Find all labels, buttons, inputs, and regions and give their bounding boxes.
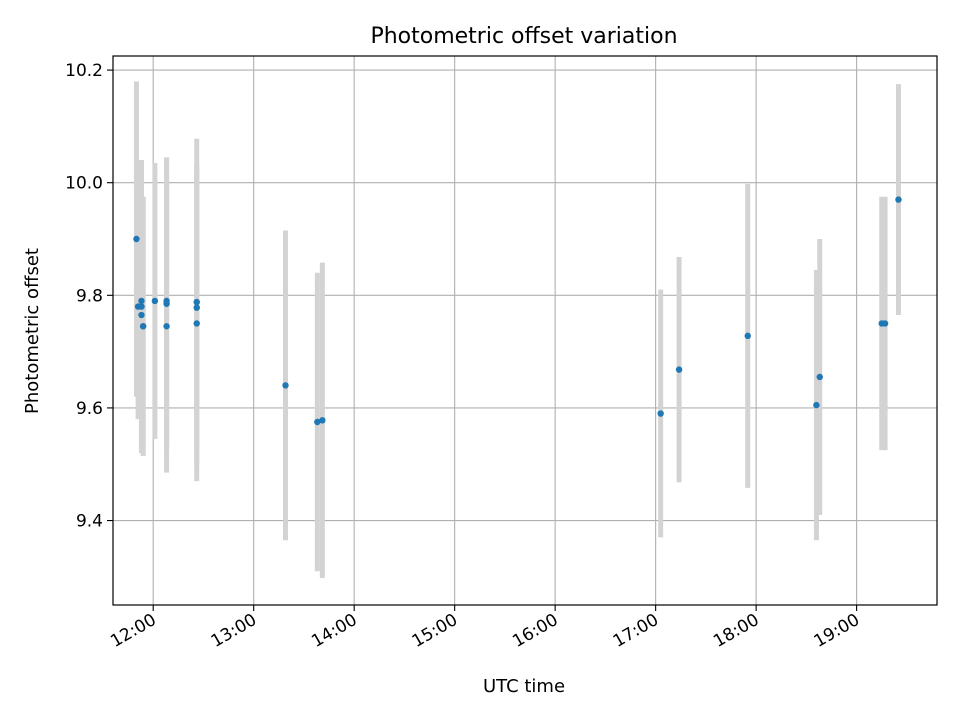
- data-point: [193, 304, 200, 311]
- y-tick-label: 9.6: [76, 399, 103, 419]
- data-point: [193, 320, 200, 327]
- y-tick-label: 9.4: [76, 512, 103, 532]
- x-axis-label: UTC time: [483, 676, 565, 697]
- data-point: [314, 418, 321, 426]
- data-point: [813, 401, 820, 409]
- data-point: [895, 196, 902, 203]
- data-point: [163, 297, 170, 305]
- y-tick-label: 9.8: [76, 286, 103, 306]
- data-point: [151, 297, 159, 305]
- data-point: [133, 235, 140, 243]
- data-point: [163, 323, 170, 330]
- data-point: [744, 332, 751, 340]
- data-point: [881, 320, 889, 327]
- y-tick-label: 10.2: [65, 61, 103, 81]
- data-point: [675, 366, 683, 373]
- data-point: [138, 311, 145, 319]
- data-point: [138, 303, 145, 310]
- point-layer: [133, 196, 902, 426]
- data-point: [139, 323, 147, 330]
- data-point: [138, 297, 145, 305]
- grid-layer: [113, 56, 937, 605]
- y-axis-label: Photometric offset: [22, 248, 43, 414]
- chart-title: Photometric offset variation: [370, 24, 677, 49]
- data-point: [193, 298, 200, 306]
- data-point: [816, 373, 823, 381]
- data-point: [282, 382, 289, 389]
- plot-frame: [112, 55, 938, 606]
- data-point: [319, 417, 326, 424]
- y-tick-label: 10.0: [65, 174, 103, 194]
- data-point: [657, 410, 664, 417]
